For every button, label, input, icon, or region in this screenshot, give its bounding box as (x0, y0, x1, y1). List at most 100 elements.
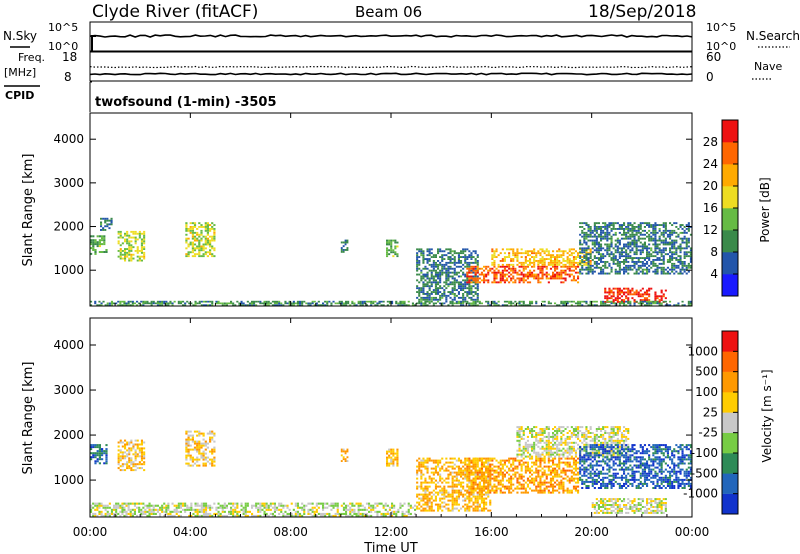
velocity-cell (560, 441, 563, 444)
power-cell (478, 281, 481, 284)
power-cell (134, 230, 137, 233)
velocity-cell (464, 459, 467, 462)
velocity-cell (554, 435, 557, 438)
velocity-cell (545, 475, 548, 478)
velocity-cell (213, 448, 216, 451)
power-cell (428, 263, 431, 266)
power-cell (428, 248, 431, 251)
power-cell (499, 252, 502, 255)
velocity-cell (549, 465, 552, 468)
velocity-cell (552, 453, 555, 456)
power-cell (639, 226, 642, 228)
power-cell (687, 239, 690, 242)
velocity-cell (583, 449, 586, 452)
velocity-cell (539, 479, 542, 482)
power-cell (136, 248, 139, 250)
velocity-cell (134, 451, 137, 454)
power-cell (510, 277, 513, 280)
power-cell (470, 304, 473, 306)
nsky-tick-top: 10^5 (48, 21, 78, 34)
power-cell (673, 239, 676, 242)
velocity-cell (439, 485, 442, 488)
velocity-cell (524, 489, 527, 492)
velocity-cell (539, 483, 542, 486)
velocity-cell (200, 444, 203, 447)
power-cell (196, 239, 199, 242)
velocity-cell (462, 505, 465, 508)
power-cell (140, 242, 143, 245)
velocity-cell (516, 485, 519, 488)
power-cell (485, 265, 488, 268)
velocity-cell (493, 475, 496, 478)
power-cell (660, 299, 663, 301)
velocity-cell (441, 491, 444, 494)
power-cell (466, 273, 469, 276)
power-cell (271, 300, 274, 303)
power-cell (600, 229, 603, 232)
power-cell (616, 262, 619, 265)
power-cell (593, 226, 596, 228)
velocity-cell (472, 487, 475, 490)
velocity-cell (485, 503, 488, 506)
power-cell (581, 268, 584, 271)
power-cell (660, 224, 663, 226)
power-cell (424, 267, 427, 270)
velocity-cell (526, 469, 529, 472)
power-cell (420, 277, 423, 280)
power-cell (138, 255, 141, 258)
power-cell (639, 295, 642, 298)
velocity-cell (466, 465, 469, 468)
velocity-cell (439, 473, 442, 476)
velocity-cell (520, 453, 523, 456)
power-cell (585, 272, 588, 275)
power-cell (432, 275, 435, 278)
power-cell (468, 279, 471, 282)
velocity-cell (535, 459, 538, 462)
velocity-cell (595, 435, 598, 438)
velocity-cell (416, 469, 419, 472)
power-cell (608, 291, 611, 294)
power-cell (470, 291, 473, 293)
power-cell (562, 263, 565, 266)
power-cell (673, 266, 676, 269)
power-cell (441, 296, 444, 299)
velocity-cell (503, 459, 506, 462)
power-cell (211, 300, 214, 303)
power-cell (633, 237, 636, 240)
velocity-cell (577, 432, 580, 434)
velocity-cell (597, 443, 600, 446)
velocity-cell (416, 487, 419, 490)
velocity-cell (570, 449, 573, 452)
power-cell (612, 247, 615, 250)
power-cell (650, 231, 653, 234)
power-cell (198, 245, 201, 248)
velocity-cell (566, 491, 569, 494)
power-cell (428, 300, 431, 303)
velocity-cell (574, 426, 577, 429)
power-cell (132, 257, 135, 260)
velocity-cell (589, 439, 592, 442)
power-region (491, 248, 592, 266)
power-cell (606, 291, 609, 294)
velocity-cell (531, 465, 534, 468)
power-cell (600, 272, 603, 275)
velocity-cell (566, 447, 569, 450)
power-cell (476, 263, 479, 266)
power-cell (428, 281, 431, 284)
velocity-cell (434, 485, 437, 488)
power-cell (606, 253, 609, 256)
velocity-cell (430, 477, 433, 480)
power-cell (90, 243, 93, 246)
power-cell (589, 250, 592, 253)
velocity-cell (128, 467, 131, 470)
power-cell (531, 252, 534, 255)
velocity-cell (476, 497, 479, 500)
velocity-cell (526, 443, 529, 446)
power-cell (416, 287, 419, 290)
velocity-cell (185, 462, 188, 465)
velocity-cell (455, 499, 458, 502)
power-cell (610, 295, 613, 298)
power-cell (518, 281, 521, 284)
power-cell (589, 302, 592, 305)
velocity-cell (470, 483, 473, 486)
